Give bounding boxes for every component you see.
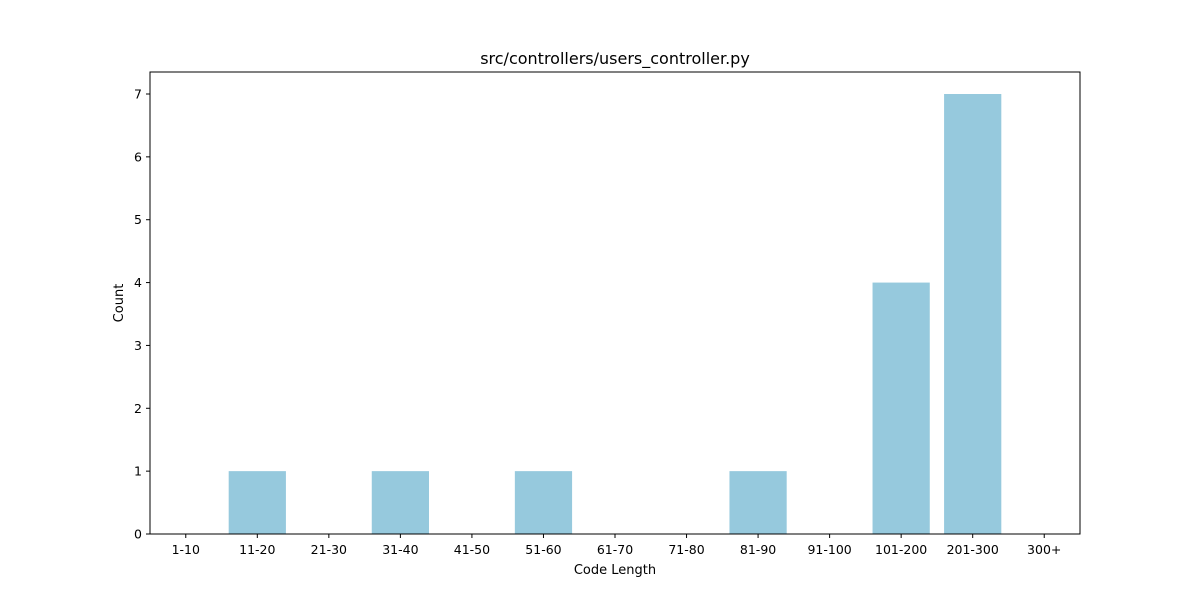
x-ticks-group: 1-10 11-20 21-30 31-40 41-50 51-60 61-70 71-80 8… bbox=[172, 534, 1061, 557]
x-tick-label: 51-60 bbox=[525, 542, 561, 557]
bar-31-40 bbox=[371, 471, 429, 534]
y-tick-label: 5 bbox=[134, 212, 142, 227]
x-tick-label: 1-10 bbox=[172, 542, 200, 557]
x-tick-label: 41-50 bbox=[454, 542, 490, 557]
bars-group bbox=[228, 94, 1002, 534]
x-axis-label: Code Length bbox=[574, 563, 656, 578]
bar-11-20 bbox=[228, 471, 286, 534]
bar-51-60 bbox=[514, 471, 573, 534]
bar-201-300 bbox=[944, 94, 1002, 534]
x-tick-label: 71-80 bbox=[668, 542, 704, 557]
y-tick-label: 7 bbox=[134, 87, 142, 102]
x-tick-label: 21-30 bbox=[311, 542, 347, 557]
chart-title: src/controllers/users_controller.py bbox=[480, 49, 750, 69]
x-tick-label: 81-90 bbox=[740, 542, 776, 557]
x-tick-label: 11-20 bbox=[239, 542, 275, 557]
x-tick-label: 31-40 bbox=[382, 542, 418, 557]
x-tick-label: 101-200 bbox=[875, 542, 927, 557]
y-ticks-group: 0 1 2 3 4 5 6 7 bbox=[134, 87, 150, 542]
bar-101-200 bbox=[872, 282, 930, 534]
y-tick-label: 3 bbox=[134, 338, 142, 353]
x-tick-label: 61-70 bbox=[597, 542, 633, 557]
x-tick-label: 201-300 bbox=[947, 542, 999, 557]
y-tick-label: 1 bbox=[134, 464, 142, 479]
y-tick-label: 6 bbox=[134, 149, 142, 164]
y-tick-label: 4 bbox=[134, 275, 142, 290]
y-axis-label: Count bbox=[112, 284, 127, 323]
plot-frame bbox=[149, 71, 1081, 535]
y-tick-label: 2 bbox=[134, 401, 142, 416]
bar-81-90 bbox=[729, 471, 787, 534]
x-tick-label: 91-100 bbox=[807, 542, 851, 557]
y-tick-label: 0 bbox=[134, 527, 142, 542]
x-tick-label: 300+ bbox=[1027, 542, 1061, 557]
